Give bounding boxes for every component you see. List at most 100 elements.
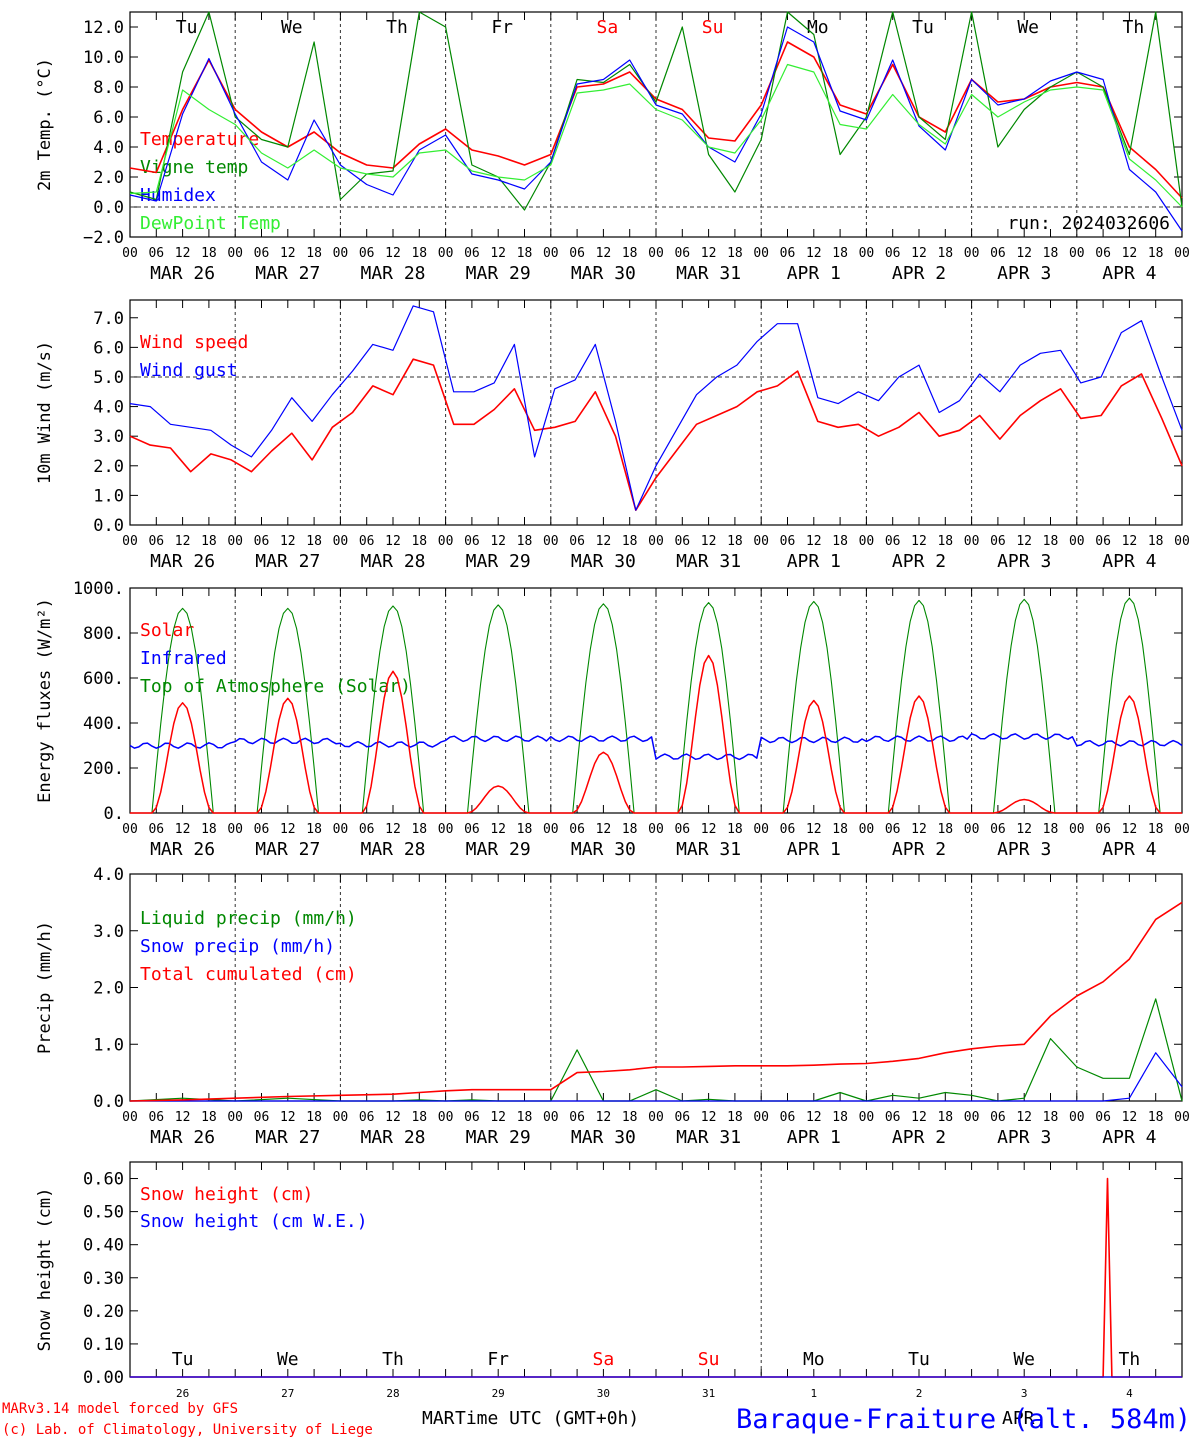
hour-tick-label: 12 (1016, 1110, 1032, 1125)
day-number-label: 29 (492, 1387, 505, 1400)
hour-tick-label: 00 (753, 1110, 769, 1125)
date-label: MAR 30 (571, 263, 636, 284)
hour-tick-label: 06 (359, 822, 375, 837)
day-label: Th (386, 17, 408, 38)
series-line-total-cumulated-cm- (129, 901, 1183, 1102)
credit-line-1: MARv3.14 model forced by GFS (2, 1401, 238, 1417)
hour-tick-label: 00 (543, 246, 559, 261)
legend-entry: Wind gust (140, 360, 238, 381)
date-label: MAR 29 (466, 551, 531, 572)
hour-tick-label: 06 (674, 1110, 690, 1125)
y-tick-label: 0.50 (83, 1203, 124, 1223)
hour-tick-label: 06 (780, 246, 796, 261)
day-number-label: 27 (281, 1387, 294, 1400)
hour-tick-label: 00 (648, 1110, 664, 1125)
hour-tick-label: 00 (543, 1110, 559, 1125)
hour-tick-label: 18 (622, 1110, 638, 1125)
legend-entry: Snow height (cm W.E.) (140, 1211, 368, 1232)
y-tick-label: 4.0 (93, 138, 124, 158)
hour-tick-label: 12 (806, 822, 822, 837)
hour-tick-label: 06 (359, 246, 375, 261)
y-tick-label: 7.0 (93, 309, 124, 329)
hour-tick-label: 06 (1095, 822, 1111, 837)
hour-tick-label: 00 (438, 1110, 454, 1125)
y-axis-label: 10m Wind (m/s) (35, 341, 55, 484)
hour-tick-label: 12 (385, 534, 401, 549)
hour-tick-label: 12 (1016, 246, 1032, 261)
day-label: Th (1123, 17, 1145, 38)
y-tick-label: 0.30 (83, 1269, 124, 1289)
y-tick-label: 6.0 (93, 338, 124, 358)
series-line-liquid-precip-mm-h- (129, 998, 1183, 1102)
hour-tick-label: 18 (201, 246, 217, 261)
hour-tick-label: 12 (175, 246, 191, 261)
date-label: MAR 26 (150, 551, 215, 572)
date-label: APR 2 (892, 551, 946, 572)
hour-tick-label: 12 (701, 1110, 717, 1125)
hour-tick-label: 18 (411, 822, 427, 837)
date-label: MAR 26 (150, 263, 215, 284)
date-label: MAR 28 (360, 263, 425, 284)
date-label: APR 4 (1102, 263, 1156, 284)
hour-tick-label: 18 (832, 534, 848, 549)
day-label: We (1017, 17, 1039, 38)
hour-tick-label: 06 (1095, 534, 1111, 549)
plot-frame (129, 587, 1183, 814)
legend-entry: Solar (140, 620, 194, 641)
hour-tick-label: 18 (1148, 1110, 1164, 1125)
hour-tick-label: 18 (727, 822, 743, 837)
hour-tick-label: 18 (411, 246, 427, 261)
hour-tick-label: 00 (1174, 1110, 1190, 1125)
y-tick-label: 0.00 (83, 1368, 124, 1388)
hour-tick-label: 18 (1043, 246, 1059, 261)
run-label: run: 2024032606 (1007, 213, 1170, 234)
month-label-apr: APR (1002, 1408, 1035, 1429)
legend-entry: Snow height (cm) (140, 1184, 313, 1205)
legend-entry: Temperature (140, 129, 259, 150)
day-number-label: 3 (1021, 1387, 1028, 1400)
date-label: APR 2 (892, 263, 946, 284)
panel-temp: −2.0 0.0 2.0 4.0 6.0 8.0 10.0 12.0 2m Temp. (°C)… (35, 11, 1190, 284)
hour-tick-label: 18 (1148, 246, 1164, 261)
date-label: APR 2 (892, 1127, 946, 1148)
hour-tick-label: 12 (490, 822, 506, 837)
day-label: Fr (491, 17, 513, 38)
hour-tick-label: 00 (753, 246, 769, 261)
hour-tick-label: 00 (438, 822, 454, 837)
hour-tick-label: 00 (1069, 534, 1085, 549)
date-label: MAR 27 (255, 1127, 320, 1148)
hour-tick-label: 18 (622, 822, 638, 837)
y-tick-label: 8.0 (93, 78, 124, 98)
hour-tick-label: 00 (333, 1110, 349, 1125)
hour-tick-label: 18 (1148, 822, 1164, 837)
panel-energy: 0. 200. 400. 600. 800. 1000. Energy fluxes (W/… (35, 579, 1190, 860)
hour-tick-label: 18 (306, 1110, 322, 1125)
hour-tick-label: 12 (701, 534, 717, 549)
hour-tick-label: 12 (806, 246, 822, 261)
y-tick-label: 200. (83, 759, 124, 779)
date-label: MAR 26 (150, 839, 215, 860)
date-label: APR 3 (997, 839, 1051, 860)
day-label: Sa (593, 1349, 615, 1370)
legend-entry: Humidex (140, 185, 216, 206)
legend-entry: Wind speed (140, 332, 248, 353)
date-label: APR 2 (892, 839, 946, 860)
day-label: Su (702, 17, 724, 38)
date-label: MAR 28 (360, 839, 425, 860)
series-line-infrared (129, 733, 1183, 761)
hour-tick-label: 00 (333, 822, 349, 837)
y-tick-label: 0.0 (93, 1092, 124, 1112)
hour-tick-label: 12 (596, 822, 612, 837)
hour-tick-label: 06 (674, 534, 690, 549)
hour-tick-label: 06 (464, 534, 480, 549)
day-number-label: 30 (597, 1387, 610, 1400)
day-number-label: 1 (810, 1387, 817, 1400)
hour-tick-label: 18 (727, 246, 743, 261)
credit-line-2: (c) Lab. of Climatology, University of L… (2, 1422, 373, 1438)
day-label: Mo (807, 17, 829, 38)
legend-entry: Vigne temp (140, 157, 248, 178)
y-tick-label: −2.0 (83, 228, 124, 248)
date-label: APR 1 (787, 839, 841, 860)
hour-tick-label: 00 (964, 534, 980, 549)
